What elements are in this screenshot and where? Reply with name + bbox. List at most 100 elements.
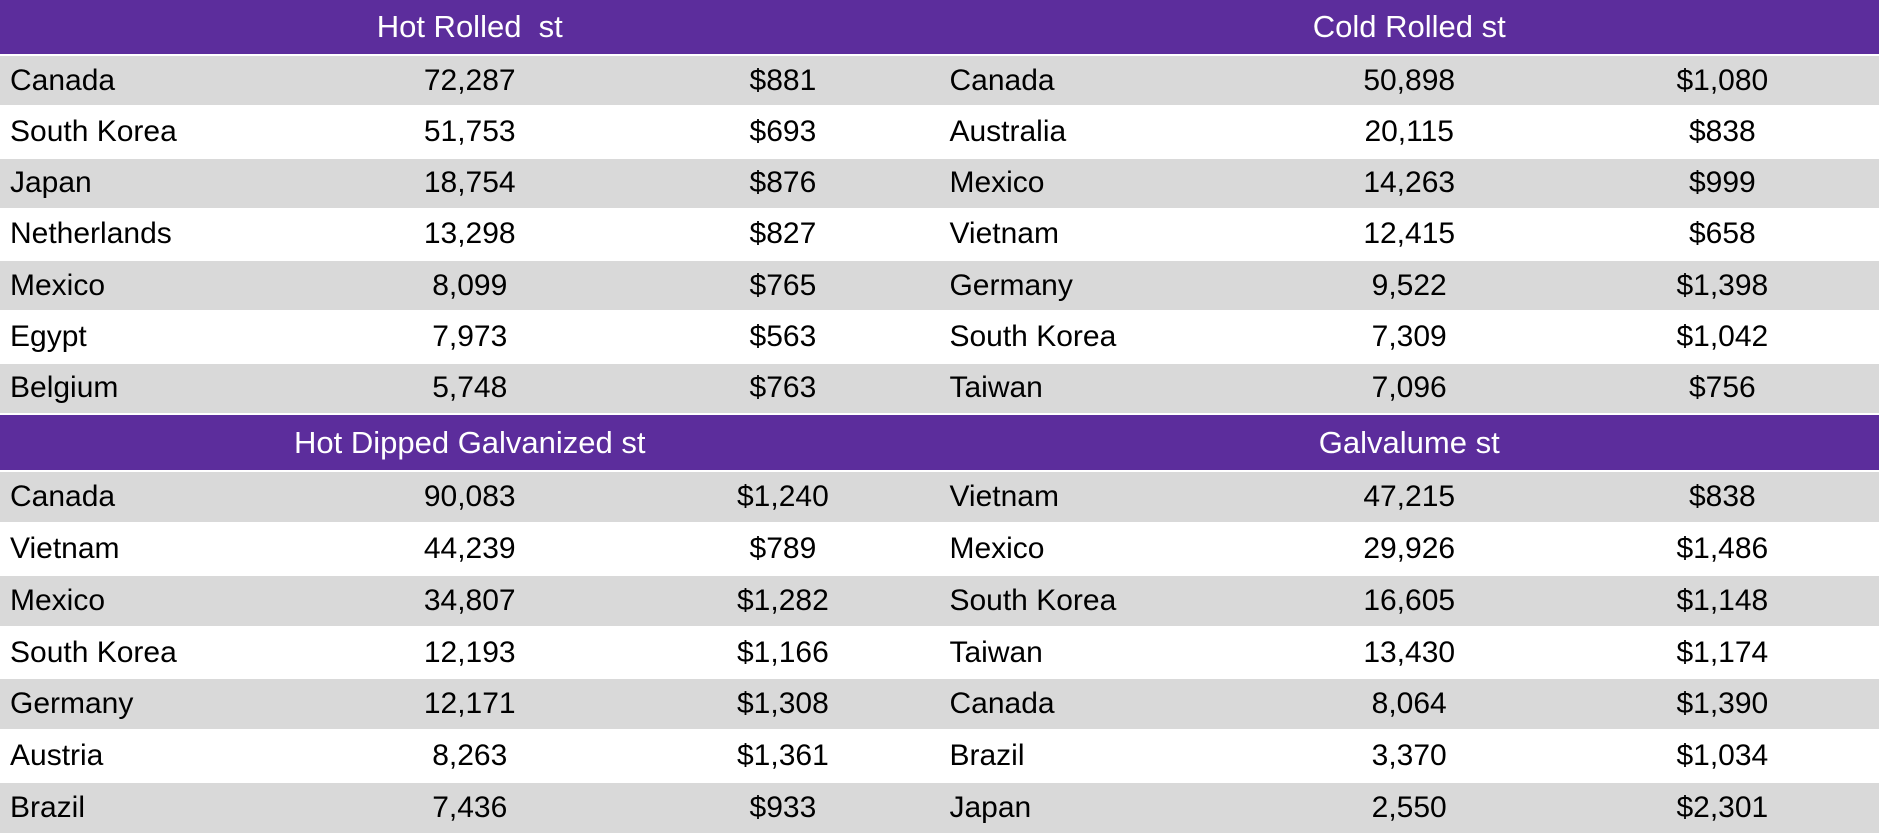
price-cell: $1,166 xyxy=(737,635,829,669)
country-cell: Netherlands xyxy=(10,217,172,251)
volume-cell: 34,807 xyxy=(423,583,516,617)
country-cell: Egypt xyxy=(10,320,87,354)
volume-cell: 9,522 xyxy=(1371,268,1447,302)
table-row: Netherlands 13,298 $827 Vietnam 12,415 $… xyxy=(0,207,1879,260)
table-row: Germany 12,171 $1,308 Canada 8,064 $1,39… xyxy=(0,677,1879,730)
price-cell: $1,034 xyxy=(1676,739,1769,773)
country-cell: Vietnam xyxy=(949,479,1059,513)
volume-cell: 72,287 xyxy=(423,63,516,97)
volume-cell: 8,263 xyxy=(432,739,508,773)
price-cell: $1,174 xyxy=(1676,635,1769,669)
price-cell: $2,301 xyxy=(1676,791,1769,825)
price-cell: $763 xyxy=(749,371,817,405)
volume-cell: 18,754 xyxy=(423,166,516,200)
price-cell: $1,308 xyxy=(737,687,829,721)
country-cell: Canada xyxy=(10,479,116,513)
volume-cell: 20,115 xyxy=(1364,114,1454,148)
country-cell: Japan xyxy=(10,166,92,200)
bottom-section-header-row: Hot Dipped Galvanized st Galvalume st xyxy=(0,413,1879,470)
volume-cell: 29,926 xyxy=(1363,531,1456,565)
table-row: Mexico 8,099 $765 Germany 9,522 $1,398 xyxy=(0,259,1879,311)
price-cell: $838 xyxy=(1688,114,1756,148)
country-cell: South Korea xyxy=(10,635,177,669)
bottom-tables-section: Hot Dipped Galvanized st Galvalume st Ca… xyxy=(0,413,1879,833)
country-cell: Taiwan xyxy=(949,371,1043,405)
table-row: Austria 8,263 $1,361 Brazil 3,370 $1,034 xyxy=(0,729,1879,782)
price-cell: $765 xyxy=(749,268,817,302)
country-cell: Brazil xyxy=(10,791,86,825)
price-cell: $1,080 xyxy=(1676,63,1769,97)
price-cell: $1,282 xyxy=(737,583,829,617)
country-cell: Mexico xyxy=(10,268,106,302)
price-cell: $658 xyxy=(1688,217,1756,251)
country-cell: Belgium xyxy=(10,371,119,405)
volume-cell: 8,064 xyxy=(1371,687,1447,721)
price-cell: $1,390 xyxy=(1676,687,1769,721)
table-row: South Korea 51,753 $693 Australia 20,115… xyxy=(0,105,1879,157)
country-cell: South Korea xyxy=(949,583,1117,617)
country-cell: Japan xyxy=(949,791,1032,825)
price-cell: $1,486 xyxy=(1676,531,1769,565)
price-cell: $563 xyxy=(749,320,817,354)
country-cell: Germany xyxy=(10,687,134,721)
country-cell: Canada xyxy=(949,687,1055,721)
table-title-galvalume: Galvalume st xyxy=(1318,424,1500,460)
price-cell: $838 xyxy=(1688,479,1756,513)
price-cell: $1,148 xyxy=(1676,583,1769,617)
price-cell: $756 xyxy=(1688,371,1756,405)
country-cell: Taiwan xyxy=(949,635,1043,669)
country-cell: Vietnam xyxy=(10,531,120,565)
table-row: Canada 90,083 $1,240 Vietnam 47,215 $838 xyxy=(0,470,1879,522)
country-cell: Australia xyxy=(949,114,1067,148)
volume-cell: 2,550 xyxy=(1371,791,1447,825)
volume-cell: 12,415 xyxy=(1363,217,1456,251)
volume-cell: 7,096 xyxy=(1371,371,1447,405)
country-cell: Austria xyxy=(10,739,104,773)
top-section-header-row: Hot Rolled st Cold Rolled st xyxy=(0,0,1879,54)
volume-cell: 13,430 xyxy=(1363,635,1456,669)
top-tables-section: Hot Rolled st Cold Rolled st Canada 72,2… xyxy=(0,0,1879,413)
volume-cell: 13,298 xyxy=(423,217,516,251)
volume-cell: 8,099 xyxy=(432,268,508,302)
price-cell: $881 xyxy=(749,63,817,97)
table-row: Egypt 7,973 $563 South Korea 7,309 $1,04… xyxy=(0,310,1879,362)
volume-cell: 90,083 xyxy=(423,479,516,513)
price-cell: $1,398 xyxy=(1676,268,1769,302)
volume-cell: 14,263 xyxy=(1363,166,1456,200)
table-title-hot-rolled: Hot Rolled st xyxy=(376,9,563,44)
price-cell: $1,361 xyxy=(737,739,829,773)
country-cell: Canada xyxy=(10,63,116,97)
top-section-rows: Canada 72,287 $881 Canada 50,898 $1,080 … xyxy=(0,54,1879,413)
volume-cell: 7,973 xyxy=(432,320,508,354)
volume-cell: 44,239 xyxy=(423,531,516,565)
country-cell: Germany xyxy=(949,268,1073,302)
volume-cell: 7,436 xyxy=(432,791,508,825)
price-cell: $876 xyxy=(749,166,817,200)
country-cell: Mexico xyxy=(949,531,1045,565)
price-cell: $789 xyxy=(749,531,817,565)
volume-cell: 12,171 xyxy=(423,687,516,721)
table-title-hot-dipped-galvanized: Hot Dipped Galvanized st xyxy=(293,424,646,460)
volume-cell: 47,215 xyxy=(1363,479,1456,513)
country-cell: Canada xyxy=(949,63,1055,97)
volume-cell: 5,748 xyxy=(432,371,508,405)
country-cell: Vietnam xyxy=(949,217,1059,251)
table-row: Brazil 7,436 $933 Japan 2,550 $2,301 xyxy=(0,781,1879,833)
price-cell: $933 xyxy=(749,791,817,825)
volume-cell: 16,605 xyxy=(1363,583,1456,617)
table-row: Belgium 5,748 $763 Taiwan 7,096 $756 xyxy=(0,361,1879,413)
bottom-section-rows: Canada 90,083 $1,240 Vietnam 47,215 $838… xyxy=(0,470,1879,833)
price-cell: $693 xyxy=(749,114,817,148)
volume-cell: 3,370 xyxy=(1371,739,1447,773)
price-cell: $1,042 xyxy=(1676,320,1769,354)
price-cell: $1,240 xyxy=(737,479,829,513)
table-row: Mexico 34,807 $1,282 South Korea 16,605 … xyxy=(0,573,1879,626)
table-row: South Korea 12,193 $1,166 Taiwan 13,430 … xyxy=(0,625,1879,678)
table-row: Japan 18,754 $876 Mexico 14,263 $999 xyxy=(0,156,1879,208)
volume-cell: 51,753 xyxy=(423,114,516,148)
table-row: Canada 72,287 $881 Canada 50,898 $1,080 xyxy=(0,54,1879,106)
country-cell: Mexico xyxy=(949,166,1045,200)
price-cell: $827 xyxy=(749,217,817,251)
price-cell: $999 xyxy=(1688,166,1756,200)
